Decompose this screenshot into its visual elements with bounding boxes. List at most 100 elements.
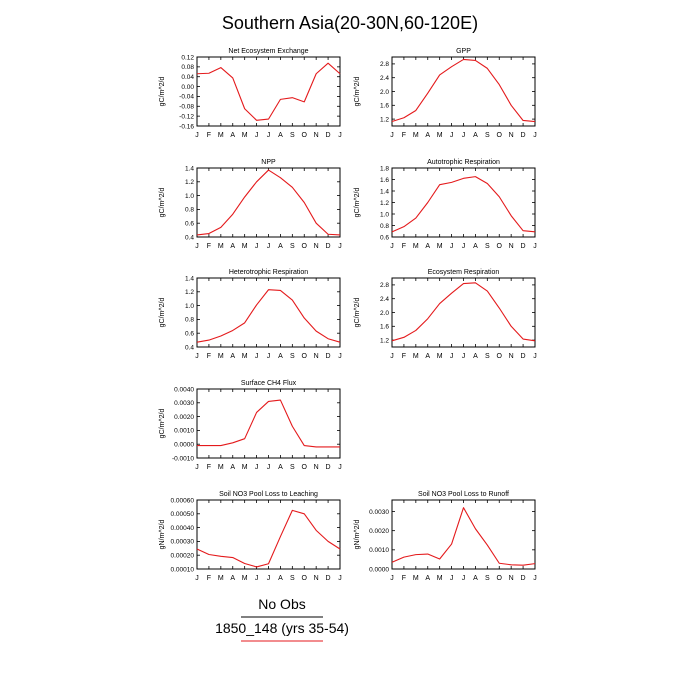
x-tick-label: A bbox=[278, 464, 283, 471]
y-tick-label: -0.08 bbox=[179, 104, 194, 111]
x-tick-label: N bbox=[314, 243, 319, 250]
plot-frame bbox=[196, 388, 341, 459]
series-line bbox=[196, 169, 341, 236]
x-tick-label: A bbox=[425, 575, 430, 582]
series-line bbox=[196, 509, 341, 568]
x-tick-label: J bbox=[255, 353, 259, 360]
x-tick-label: M bbox=[242, 243, 248, 250]
x-tick-label: F bbox=[207, 243, 211, 250]
panel-4: Autotrophic Respiration gC/m^2/d 0.6 0.8 1.0… bbox=[354, 159, 537, 250]
y-tick-label: 0.00020 bbox=[171, 553, 195, 560]
y-tick-label: 2.8 bbox=[380, 61, 389, 68]
x-tick-label: J bbox=[533, 243, 537, 250]
x-tick-label: J bbox=[255, 243, 259, 250]
y-tick-label: 1.6 bbox=[380, 103, 389, 110]
x-tick-label: J bbox=[195, 353, 199, 360]
y-axis-label: gC/m^2/d bbox=[159, 188, 166, 218]
x-tick-label: J bbox=[338, 575, 342, 582]
x-tick-label: J bbox=[255, 575, 259, 582]
x-tick-label: M bbox=[242, 575, 248, 582]
x-tick-label: J bbox=[450, 353, 454, 360]
x-tick-label: M bbox=[437, 353, 443, 360]
series-line bbox=[391, 176, 536, 233]
x-tick-label: D bbox=[326, 464, 331, 471]
y-tick-label: 0.0040 bbox=[174, 386, 194, 393]
y-tick-label: 0.6 bbox=[380, 234, 389, 241]
x-tick-label: M bbox=[218, 353, 224, 360]
x-tick-label: O bbox=[497, 243, 503, 250]
x-tick-label: A bbox=[230, 575, 235, 582]
x-tick-label: M bbox=[242, 464, 248, 471]
x-tick-label: N bbox=[314, 132, 319, 139]
x-tick-label: M bbox=[218, 464, 224, 471]
plot-frame bbox=[196, 499, 341, 570]
figure-title: Southern Asia(20-30N,60-120E) bbox=[222, 13, 478, 33]
y-tick-label: 1.4 bbox=[185, 165, 194, 172]
x-tick-label: F bbox=[402, 243, 406, 250]
y-tick-label: 1.2 bbox=[380, 337, 389, 344]
x-tick-label: N bbox=[509, 243, 514, 250]
x-tick-label: A bbox=[278, 132, 283, 139]
x-tick-label: M bbox=[413, 243, 419, 250]
x-tick-label: F bbox=[402, 575, 406, 582]
series-line bbox=[197, 399, 340, 448]
plot-frame bbox=[391, 277, 536, 348]
x-tick-label: F bbox=[402, 132, 406, 139]
x-tick-label: O bbox=[302, 353, 308, 360]
panel-8: Soil NO3 Pool Loss to Leaching gN/m^2/d 0.… bbox=[159, 491, 342, 582]
panel-5: Heterotrophic Respiration gC/m^2/d 0.4 0.6 0… bbox=[159, 269, 342, 360]
x-tick-label: D bbox=[521, 243, 526, 250]
x-tick-label: J bbox=[255, 132, 259, 139]
plot-frame bbox=[196, 167, 341, 238]
y-tick-label: 0.00 bbox=[181, 84, 194, 91]
x-tick-label: F bbox=[207, 353, 211, 360]
y-tick-label: 0.00030 bbox=[171, 539, 195, 546]
legend: No Obs 1850_148 (yrs 35-54) bbox=[215, 596, 349, 642]
x-tick-label: S bbox=[290, 353, 295, 360]
panel-1: Net Ecosystem Exchange gC/m^2/d -0.16 -0.12… bbox=[159, 48, 342, 139]
x-tick-label: N bbox=[509, 353, 514, 360]
y-axis-label: gC/m^2/d bbox=[159, 77, 166, 107]
y-axis-label: gC/m^2/d bbox=[159, 409, 166, 439]
x-tick-label: J bbox=[195, 464, 199, 471]
y-tick-label: -0.12 bbox=[179, 113, 194, 120]
x-tick-label: N bbox=[314, 464, 319, 471]
panel-title: Net Ecosystem Exchange bbox=[228, 48, 308, 55]
y-tick-label: 1.0 bbox=[185, 303, 194, 310]
x-tick-label: F bbox=[207, 132, 211, 139]
y-tick-label: 0.6 bbox=[185, 221, 194, 228]
x-tick-label: J bbox=[338, 243, 342, 250]
panel-6: Ecosystem Respiration gC/m^2/d 1.2 1.6 2.0 2.… bbox=[354, 269, 537, 360]
x-tick-label: J bbox=[267, 464, 271, 471]
y-tick-label: 0.08 bbox=[181, 64, 194, 71]
legend-no-obs-label: No Obs bbox=[258, 596, 305, 612]
x-tick-label: J bbox=[255, 464, 259, 471]
x-tick-label: A bbox=[473, 353, 478, 360]
x-tick-label: D bbox=[326, 353, 331, 360]
x-tick-label: J bbox=[267, 243, 271, 250]
x-tick-label: A bbox=[278, 353, 283, 360]
y-tick-label: 1.2 bbox=[185, 289, 194, 296]
x-tick-label: J bbox=[390, 132, 394, 139]
x-tick-label: S bbox=[290, 132, 295, 139]
x-tick-label: M bbox=[218, 243, 224, 250]
y-tick-label: 2.0 bbox=[380, 310, 389, 317]
x-tick-label: F bbox=[207, 575, 211, 582]
y-tick-label: 2.8 bbox=[380, 282, 389, 289]
y-tick-label: 2.0 bbox=[380, 89, 389, 96]
y-tick-label: 0.8 bbox=[380, 223, 389, 230]
x-tick-label: J bbox=[533, 132, 537, 139]
x-tick-label: N bbox=[314, 575, 319, 582]
y-tick-label: 0.04 bbox=[181, 74, 194, 81]
panel-title: GPP bbox=[456, 48, 471, 55]
y-tick-label: 0.0030 bbox=[369, 509, 389, 516]
legend-case-label: 1850_148 (yrs 35-54) bbox=[215, 620, 349, 636]
x-tick-label: S bbox=[485, 575, 490, 582]
y-tick-label: 1.0 bbox=[185, 193, 194, 200]
x-tick-label: D bbox=[326, 575, 331, 582]
y-tick-label: 2.4 bbox=[380, 296, 389, 303]
x-tick-label: M bbox=[437, 575, 443, 582]
x-tick-label: S bbox=[485, 132, 490, 139]
panel-7: Surface CH4 Flux gC/m^2/d -0.0010 0.0000 0.0… bbox=[159, 380, 342, 471]
